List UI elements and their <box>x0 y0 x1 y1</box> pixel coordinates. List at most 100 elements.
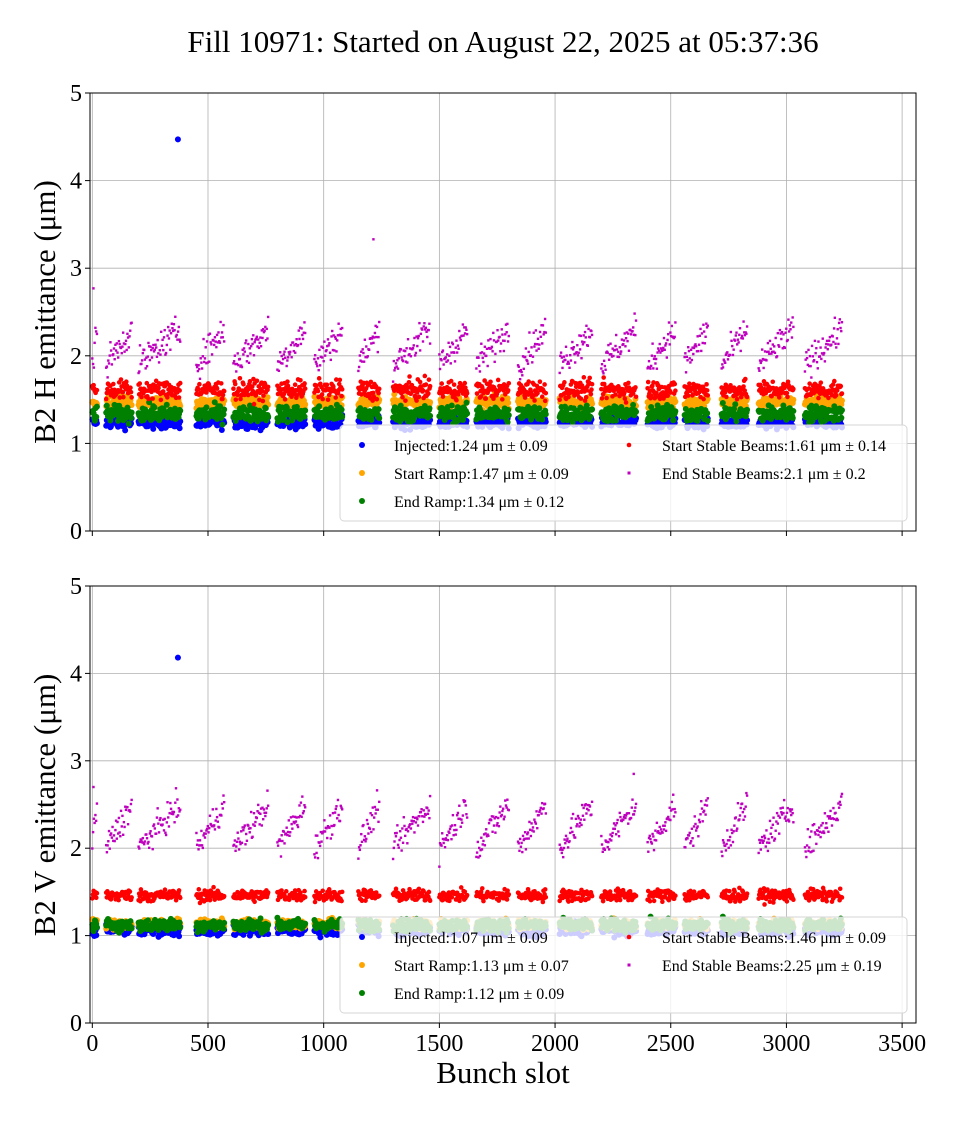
data-point <box>125 340 127 342</box>
x-tick-label: 500 <box>190 1031 226 1057</box>
data-point <box>199 378 201 380</box>
data-point <box>646 380 651 385</box>
data-point <box>689 361 691 363</box>
data-point <box>174 316 176 318</box>
data-point <box>824 360 826 362</box>
data-point <box>630 402 636 408</box>
data-point <box>633 385 638 390</box>
series-end-stable-beams <box>91 238 843 383</box>
data-point <box>106 365 108 367</box>
data-point <box>700 350 702 352</box>
data-point <box>427 413 433 419</box>
data-point <box>811 345 813 347</box>
data-point <box>152 344 154 346</box>
data-point <box>742 337 744 339</box>
data-point <box>508 335 510 337</box>
x-tick-label: 3000 <box>762 1031 810 1057</box>
data-point <box>242 353 244 355</box>
data-point <box>540 394 545 399</box>
data-point <box>543 399 548 404</box>
data-point <box>215 346 217 348</box>
data-point <box>673 336 675 338</box>
data-point <box>692 353 694 355</box>
data-point <box>633 312 635 314</box>
data-point <box>302 414 308 420</box>
data-point <box>777 395 782 400</box>
data-point <box>413 337 415 339</box>
data-point <box>404 350 406 352</box>
data-point <box>570 359 572 361</box>
data-point <box>393 369 395 371</box>
data-point <box>686 356 688 358</box>
data-point <box>137 381 142 386</box>
data-point <box>788 330 790 332</box>
data-point <box>438 353 440 355</box>
data-point <box>790 397 796 403</box>
data-point <box>532 398 537 403</box>
data-point <box>686 359 688 361</box>
data-point <box>494 361 496 363</box>
y-axis-label-top: B2 H emittance (μm) <box>27 180 62 444</box>
data-point <box>822 337 824 339</box>
data-point <box>537 348 539 350</box>
data-point <box>362 352 364 354</box>
data-point <box>462 334 464 336</box>
data-point <box>705 418 711 424</box>
data-point <box>557 397 562 402</box>
data-point <box>806 357 808 359</box>
data-point <box>298 338 300 340</box>
data-point <box>282 358 284 360</box>
data-point <box>371 391 376 396</box>
data-point <box>397 367 399 369</box>
data-point <box>652 367 654 369</box>
data-point <box>118 343 120 345</box>
data-point <box>177 425 183 431</box>
data-point <box>237 364 239 366</box>
data-point <box>535 329 537 331</box>
data-point <box>730 331 732 333</box>
data-point <box>582 375 587 380</box>
data-point <box>732 348 734 350</box>
data-point <box>579 348 581 350</box>
data-point <box>791 387 796 392</box>
data-point <box>600 396 605 401</box>
data-point <box>699 335 701 337</box>
data-point <box>653 358 655 360</box>
data-point <box>574 361 576 363</box>
data-point <box>147 355 149 357</box>
data-point <box>318 369 320 371</box>
data-point <box>562 380 567 385</box>
x-tick-label: 2500 <box>647 1031 695 1057</box>
data-point <box>403 398 408 403</box>
data-point <box>204 346 206 348</box>
data-point <box>584 331 586 333</box>
data-point <box>210 343 212 345</box>
data-point <box>479 370 481 372</box>
data-point <box>395 362 397 364</box>
data-point <box>612 355 614 357</box>
data-point <box>761 348 763 350</box>
data-point <box>672 398 678 404</box>
y-tick-label: 1 <box>70 431 82 457</box>
data-point <box>284 357 286 359</box>
data-point <box>817 340 819 342</box>
data-point <box>683 356 685 358</box>
data-point <box>539 331 541 333</box>
data-point <box>590 382 595 387</box>
data-point <box>838 384 843 389</box>
data-point <box>834 317 836 319</box>
data-point <box>421 388 426 393</box>
data-point <box>243 347 245 349</box>
data-point <box>219 381 224 386</box>
data-point <box>176 338 178 340</box>
data-point <box>413 344 415 346</box>
data-point <box>251 343 253 345</box>
data-point <box>301 334 303 336</box>
data-point <box>364 339 366 341</box>
data-point <box>439 368 441 370</box>
data-point <box>235 370 237 372</box>
data-point <box>161 339 163 341</box>
data-point <box>691 359 693 361</box>
data-point <box>695 345 697 347</box>
